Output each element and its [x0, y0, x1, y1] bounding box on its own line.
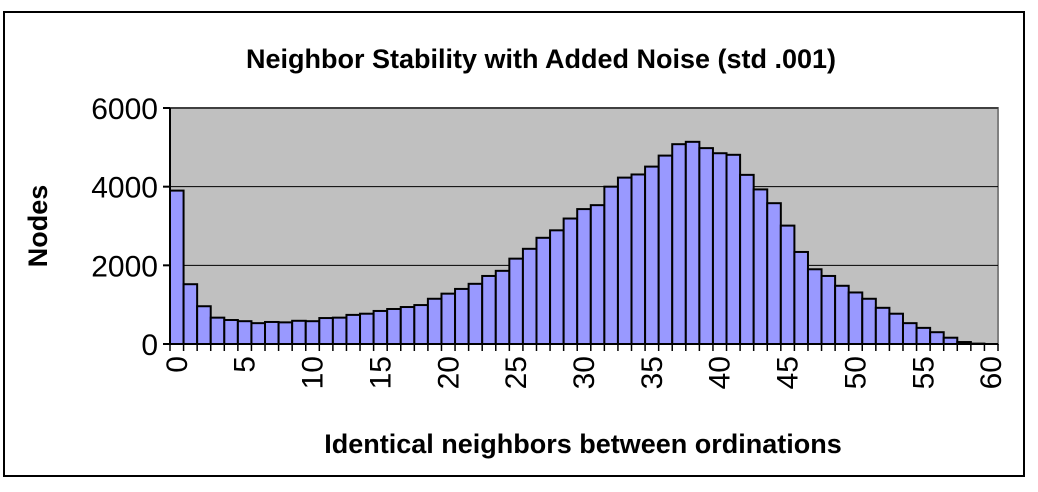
x-tick-label: 40	[704, 356, 737, 389]
bar	[331, 316, 348, 345]
x-tick-label: 25	[500, 356, 533, 389]
x-tick-label: 55	[907, 356, 940, 389]
bar	[657, 154, 674, 345]
bar	[521, 247, 538, 346]
bar	[426, 297, 443, 345]
x-tick-label: 30	[568, 356, 601, 389]
bar	[861, 297, 877, 345]
y-tick-labels: 0 2000 4000 6000	[91, 93, 158, 362]
bar	[589, 204, 606, 345]
bar	[616, 176, 633, 345]
bar	[562, 217, 579, 346]
x-tick-label: 20	[432, 356, 465, 389]
x-tick-label: 60	[975, 356, 1008, 389]
bar	[630, 173, 647, 345]
chart-title: Neighbor Stability with Added Noise (std…	[246, 44, 836, 74]
bar	[359, 312, 375, 346]
bar	[440, 292, 457, 345]
bar	[888, 312, 904, 346]
bar	[766, 202, 782, 345]
bar	[250, 322, 267, 345]
bar	[494, 269, 511, 345]
x-tick-label: 10	[297, 356, 330, 389]
bar	[481, 274, 497, 346]
bar	[576, 208, 592, 345]
bar	[535, 236, 552, 345]
bar	[644, 165, 660, 345]
bar	[413, 304, 429, 345]
bar	[752, 188, 769, 345]
bar	[711, 152, 728, 345]
bar	[671, 143, 687, 345]
bar	[318, 317, 334, 346]
bar	[603, 185, 619, 345]
x-axis-label: Identical neighbors between ordinations	[324, 429, 842, 459]
x-tick-label: 45	[772, 356, 805, 389]
bar	[386, 307, 402, 346]
bar	[508, 257, 524, 345]
y-axis-label: Nodes	[23, 185, 53, 268]
bar	[847, 291, 864, 345]
bar	[698, 147, 714, 345]
bar	[454, 287, 470, 345]
bar	[196, 305, 212, 345]
bar	[209, 316, 226, 345]
bar	[223, 319, 239, 345]
x-tick-label: 5	[229, 356, 262, 373]
bar	[345, 313, 362, 346]
bar	[834, 284, 850, 345]
x-tick-label: 50	[839, 356, 872, 389]
bar	[739, 173, 755, 345]
y-tick-label: 0	[141, 329, 158, 362]
bar	[725, 153, 742, 345]
bar	[793, 250, 809, 346]
bar	[467, 282, 484, 346]
bar	[874, 306, 891, 345]
bar	[915, 326, 932, 345]
x-tick-label: 35	[636, 356, 669, 389]
bar	[820, 274, 837, 346]
bar	[264, 320, 280, 345]
bar	[236, 320, 253, 346]
bar	[277, 321, 294, 346]
bar	[779, 224, 796, 346]
bar	[929, 331, 945, 346]
bar	[549, 229, 565, 345]
bar	[372, 309, 389, 345]
bar	[182, 283, 199, 346]
bar	[304, 320, 321, 346]
bar	[901, 322, 918, 345]
axes	[163, 107, 999, 351]
bar	[684, 140, 701, 345]
bar	[169, 189, 185, 345]
bars	[169, 140, 986, 346]
bar	[399, 306, 416, 346]
y-tick-label: 2000	[91, 250, 158, 283]
x-tick-label: 15	[364, 356, 397, 389]
y-tick-label: 4000	[91, 172, 158, 205]
x-tick-label: 0	[161, 356, 194, 373]
y-tick-label: 6000	[91, 93, 158, 126]
bar	[806, 268, 823, 345]
x-tick-labels: 0 5 10 15 20 25 30 35 40 45 50 55 60	[161, 356, 1008, 389]
bar	[291, 319, 307, 346]
